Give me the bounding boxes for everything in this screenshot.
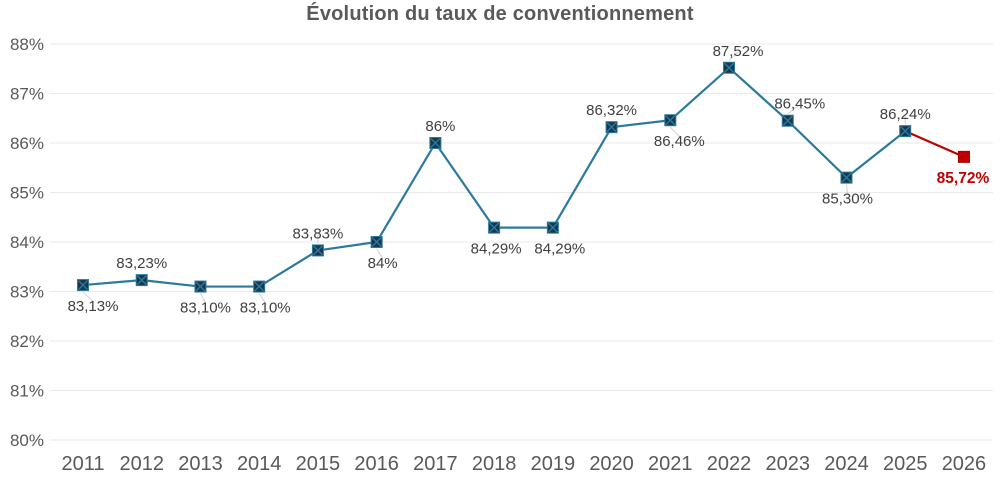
label-leader-2021 (669, 126, 680, 137)
marker-cross-icon (195, 281, 206, 292)
y-tick-label-88%: 88% (10, 35, 44, 54)
marker-cross-icon (371, 237, 382, 247)
y-tick-label-84%: 84% (10, 233, 44, 252)
data-label-2015: 83,83% (292, 225, 343, 242)
x-tick-label-2017: 2017 (413, 453, 458, 475)
y-tick-label-87%: 87% (10, 85, 44, 104)
x-tick-label-2014: 2014 (237, 453, 282, 475)
marker-cross-icon (782, 115, 793, 126)
x-tick-label-2011: 2011 (61, 453, 104, 475)
data-label-2011: 83,13% (68, 298, 119, 315)
y-tick-label-83%: 83% (10, 283, 44, 302)
data-label-2019: 84,29% (534, 241, 585, 258)
marker-cross-icon (489, 222, 500, 233)
x-tick-label-2012: 2012 (119, 453, 164, 475)
y-tick-label-80%: 80% (10, 431, 44, 450)
x-tick-label-2015: 2015 (296, 453, 341, 475)
data-label-2025: 86,24% (880, 106, 931, 123)
x-tick-label-2016: 2016 (354, 453, 399, 475)
data-label-2026: 85,72% (937, 170, 990, 187)
x-tick-label-2021: 2021 (648, 453, 693, 475)
marker-cross-icon (841, 172, 852, 183)
marker-cross-icon (724, 62, 735, 73)
label-leader-2022 (728, 51, 739, 62)
data-label-2023: 86,45% (774, 96, 825, 113)
chart-title: Évolution du taux de conventionnement (306, 3, 694, 25)
data-label-2016: 84% (368, 255, 398, 272)
data-label-2012: 83,23% (116, 255, 167, 272)
label-leader-2014 (258, 293, 266, 303)
x-tick-label-2020: 2020 (589, 453, 634, 475)
x-tick-label-2013: 2013 (178, 453, 223, 475)
label-leader-2011 (82, 291, 94, 302)
label-leader-2023 (787, 104, 801, 115)
data-label-2024: 85,30% (822, 191, 873, 208)
marker-cross-icon (606, 122, 617, 133)
marker-cross-icon (547, 222, 558, 233)
label-leader-2016 (376, 248, 384, 259)
x-tick-label-2026: 2026 (942, 453, 987, 475)
y-tick-label-82%: 82% (10, 332, 44, 351)
marker-cross-icon (665, 115, 676, 126)
marker-cross-icon (900, 126, 911, 137)
marker-cross-icon (136, 275, 147, 286)
data-label-2022: 87,52% (713, 43, 764, 60)
y-tick-label-85%: 85% (10, 184, 44, 203)
x-tick-label-2023: 2023 (766, 453, 811, 475)
data-label-2018: 84,29% (471, 241, 522, 258)
x-tick-label-2018: 2018 (472, 453, 517, 475)
data-label-2013: 83,10% (180, 300, 231, 317)
data-label-2021: 86,46% (654, 133, 705, 150)
marker-cross-icon (312, 245, 323, 256)
x-tick-label-2019: 2019 (531, 453, 576, 475)
x-tick-label-2025: 2025 (883, 453, 928, 475)
y-tick-label-81%: 81% (10, 382, 44, 401)
x-tick-label-2024: 2024 (824, 453, 869, 475)
marker-cross-icon (254, 281, 265, 292)
data-label-2014: 83,10% (240, 300, 291, 317)
data-label-2017: 86% (425, 118, 455, 135)
data-label-2020: 86,32% (586, 102, 637, 119)
y-tick-label-86%: 86% (10, 134, 44, 153)
label-leader-2024 (845, 184, 848, 194)
data-point-2026-forecast[interactable] (957, 150, 970, 163)
marker-cross-icon (78, 280, 88, 291)
marker-cross-icon (430, 138, 441, 148)
forecast-line (904, 130, 965, 158)
label-leader-2013 (200, 293, 206, 303)
x-tick-label-2022: 2022 (707, 453, 752, 475)
